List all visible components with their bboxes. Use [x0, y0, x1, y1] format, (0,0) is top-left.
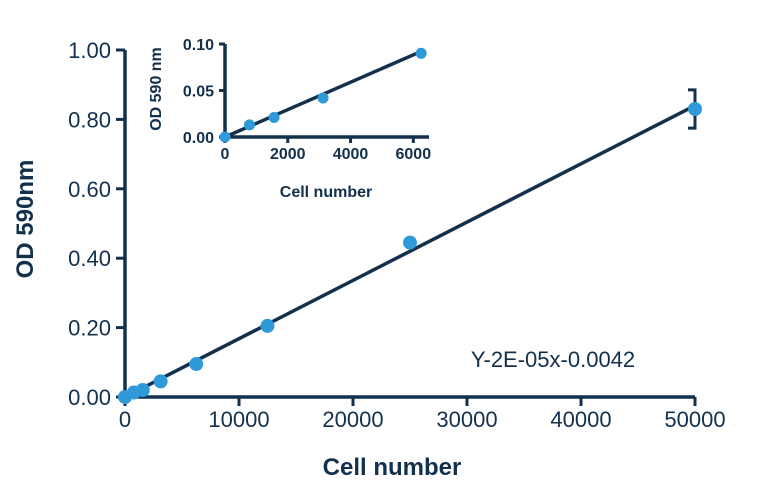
main-x-tick-label: 40000	[550, 407, 611, 432]
inset-plot: 0.00 0.05 0.10 0 2000 4000 6000	[183, 37, 431, 163]
inset-data-point	[415, 47, 427, 59]
main-plot: 0.000.200.400.600.801.000 10000 20000 30000…	[68, 38, 725, 432]
main-y-tick-label: 0.40	[68, 246, 111, 271]
main-y-tick-label: 0.00	[68, 385, 111, 410]
main-data-point	[189, 357, 204, 372]
main-data-point	[403, 235, 417, 250]
inset-y-tick-label: 0.10	[183, 37, 214, 54]
inset-x-axis-label: Cell number	[280, 184, 372, 201]
main-y-axis-label: OD 590nm	[12, 160, 39, 279]
inset-x-tick-label: 6000	[396, 146, 432, 163]
main-y-tick-label: 1.00	[68, 38, 111, 63]
inset-data-point	[219, 131, 231, 143]
main-y-tick-label: 0.20	[68, 316, 111, 341]
main-fit-line	[124, 103, 696, 399]
main-x-tick-label: 30000	[436, 407, 497, 432]
main-x-tick-label: 10000	[208, 407, 269, 432]
main-data-point	[688, 101, 702, 116]
main-data-point	[135, 383, 150, 398]
fit-equation: Y-2E-05x-0.0042	[471, 347, 635, 372]
inset-data-point	[317, 92, 329, 104]
inset-x-tick-label: 2000	[270, 146, 306, 163]
main-x-tick-label: 50000	[664, 407, 725, 432]
main-x-tick-label: 20000	[322, 407, 383, 432]
inset-data-point	[244, 119, 256, 131]
main-x-axis-label: Cell number	[323, 454, 462, 481]
main-y-tick-label: 0.60	[68, 177, 111, 202]
main-data-point	[260, 318, 275, 333]
inset-y-axis-label: OD 590 nm	[148, 47, 165, 131]
inset-data-point	[268, 111, 280, 123]
main-x-tick-label: 0	[119, 407, 131, 432]
main-y-tick-label: 0.80	[68, 107, 111, 132]
inset-y-tick-label: 0.00	[183, 130, 214, 147]
inset-x-tick-label: 4000	[333, 146, 369, 163]
inset-x-tick-label: 0	[221, 146, 230, 163]
main-data-point	[153, 374, 168, 389]
inset-y-tick-label: 0.05	[183, 84, 214, 101]
